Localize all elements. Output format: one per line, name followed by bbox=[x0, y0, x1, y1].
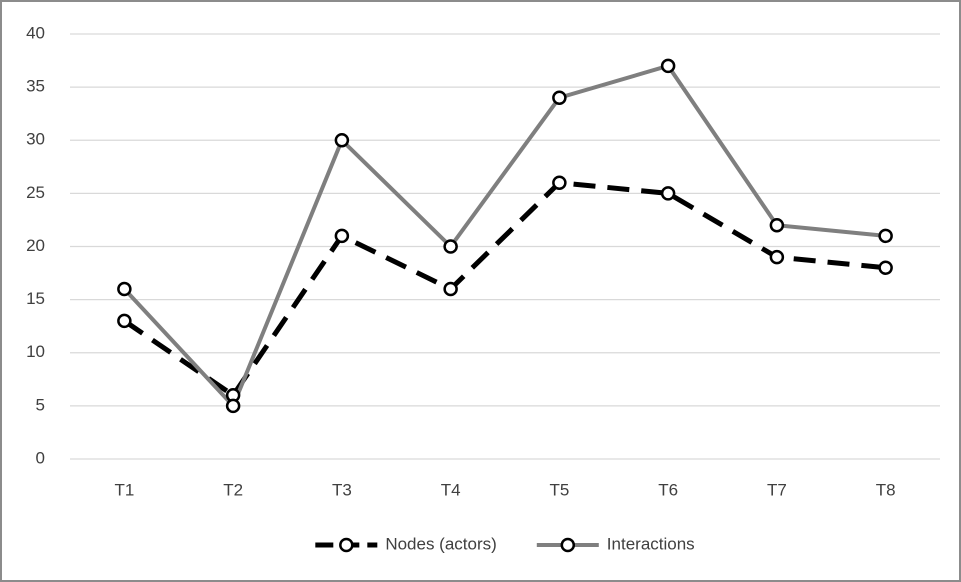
x-tick-label: T3 bbox=[332, 480, 352, 499]
y-tick-label: 0 bbox=[36, 448, 45, 467]
data-point bbox=[443, 239, 458, 254]
data-point bbox=[769, 249, 785, 265]
data-point bbox=[334, 133, 350, 148]
data-point bbox=[552, 175, 567, 190]
x-tick-label: T7 bbox=[767, 480, 787, 499]
data-point bbox=[117, 281, 132, 297]
y-tick-label: 20 bbox=[26, 236, 45, 255]
data-point bbox=[878, 228, 893, 244]
data-point bbox=[660, 186, 676, 201]
x-tick-label: T5 bbox=[549, 480, 569, 499]
y-tick-label: 40 bbox=[26, 23, 45, 42]
data-point bbox=[660, 58, 676, 74]
y-tick-label: 5 bbox=[36, 395, 45, 414]
series-line bbox=[122, 63, 886, 410]
data-point bbox=[878, 260, 893, 275]
y-tick-label: 25 bbox=[26, 183, 45, 202]
y-tick-label: 30 bbox=[26, 130, 45, 149]
legend: Nodes (actors) Interactions bbox=[315, 534, 695, 553]
legend-label: Interactions bbox=[607, 534, 695, 553]
x-tick-label: T8 bbox=[876, 480, 896, 499]
y-tick-label: 15 bbox=[26, 289, 45, 308]
data-point bbox=[334, 228, 350, 244]
data-point bbox=[552, 90, 567, 105]
x-tick-label: T6 bbox=[658, 480, 678, 499]
x-tick-label: T1 bbox=[114, 480, 134, 499]
y-tick-label: 10 bbox=[26, 342, 45, 361]
x-tick-label: T4 bbox=[441, 480, 461, 499]
data-point bbox=[117, 313, 132, 329]
data-point bbox=[443, 281, 458, 297]
legend-label: Nodes (actors) bbox=[385, 534, 496, 553]
x-tick-label: T2 bbox=[223, 480, 243, 499]
data-point bbox=[769, 218, 785, 233]
legend-marker bbox=[560, 537, 576, 553]
series-line bbox=[122, 180, 886, 399]
legend-marker bbox=[339, 537, 354, 553]
y-tick-label: 35 bbox=[26, 77, 45, 96]
data-point bbox=[225, 398, 241, 414]
